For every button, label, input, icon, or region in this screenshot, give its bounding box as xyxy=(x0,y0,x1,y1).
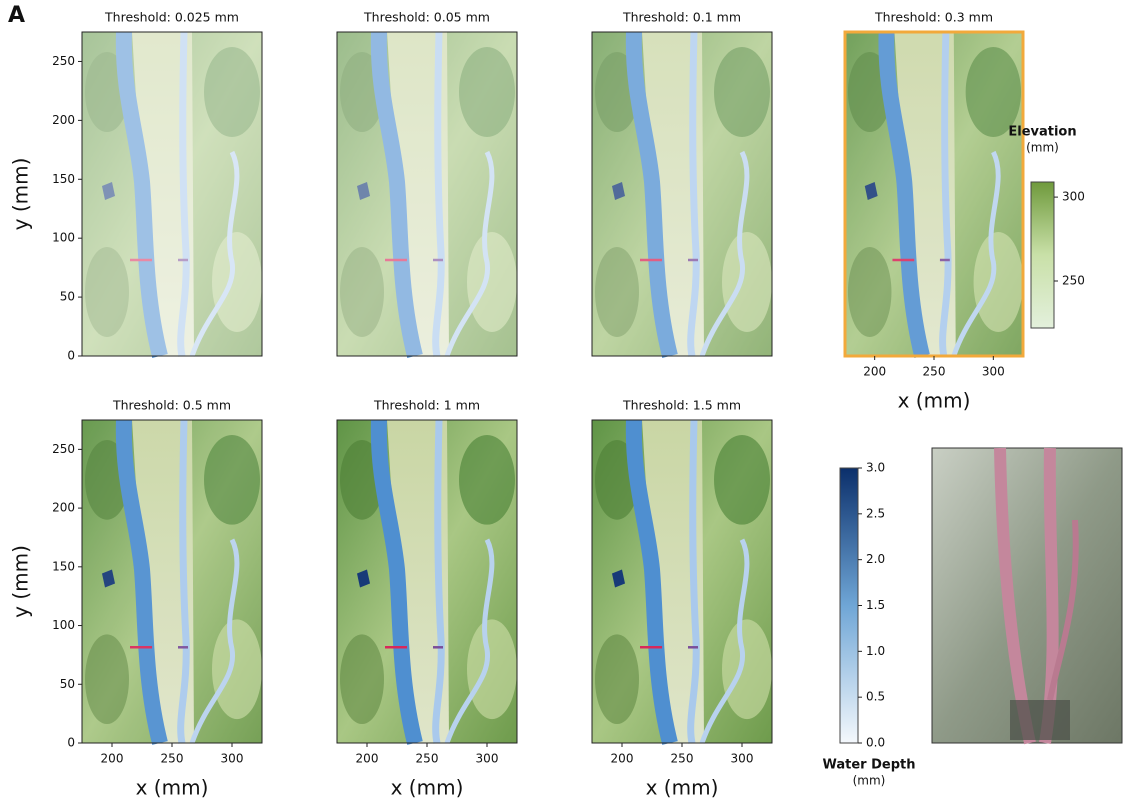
x-tick-label: 250 xyxy=(923,365,946,379)
colorbar-tick-label: 2.5 xyxy=(866,506,885,520)
colorbar-title: Elevation xyxy=(1008,125,1076,140)
y-tick-label: 200 xyxy=(52,501,75,515)
sparse-wash xyxy=(845,32,1023,356)
y-tick-label: 0 xyxy=(67,349,75,363)
panel-title: Threshold: 0.05 mm xyxy=(363,10,490,25)
y-tick-label: 0 xyxy=(67,736,75,750)
terrain-image xyxy=(337,420,517,743)
x-axis-label: x (mm) xyxy=(646,776,719,800)
x-tick-label: 200 xyxy=(101,752,124,766)
y-tick-label: 150 xyxy=(52,559,75,573)
x-tick-label: 300 xyxy=(731,752,754,766)
sparse-wash xyxy=(82,32,262,356)
x-axis-label: x (mm) xyxy=(898,389,971,413)
panel-label: A xyxy=(8,3,25,28)
colorbar-tick-label: 3.0 xyxy=(866,461,885,475)
panel-title: Threshold: 1 mm xyxy=(373,398,480,413)
x-axis-label: x (mm) xyxy=(136,776,209,800)
panel-title: Threshold: 0.025 mm xyxy=(104,10,239,25)
sparse-wash xyxy=(337,32,517,356)
panel-title: Threshold: 0.3 mm xyxy=(874,10,993,25)
x-tick-label: 300 xyxy=(476,752,499,766)
y-axis-label: y (mm) xyxy=(9,158,33,231)
y-tick-label: 200 xyxy=(52,113,75,127)
y-axis-label: y (mm) xyxy=(9,545,33,618)
sparse-wash xyxy=(592,32,772,356)
x-tick-label: 200 xyxy=(863,365,886,379)
colorbar-tick-label: 1.5 xyxy=(866,598,885,612)
x-tick-label: 300 xyxy=(982,365,1005,379)
x-tick-label: 250 xyxy=(161,752,184,766)
y-tick-label: 250 xyxy=(52,442,75,456)
terrain-image xyxy=(592,420,772,743)
y-tick-label: 50 xyxy=(60,290,75,304)
panel-title: Threshold: 0.1 mm xyxy=(622,10,741,25)
colorbar xyxy=(840,468,858,743)
x-tick-label: 200 xyxy=(356,752,379,766)
y-tick-label: 100 xyxy=(52,231,75,245)
colorbar-tick-label: 0.0 xyxy=(866,736,885,750)
y-tick-label: 250 xyxy=(52,54,75,68)
x-tick-label: 200 xyxy=(611,752,634,766)
x-tick-label: 300 xyxy=(221,752,244,766)
colorbar-tick-label: 2.0 xyxy=(866,552,885,566)
colorbar-title: Water Depth xyxy=(823,758,916,773)
x-axis-label: x (mm) xyxy=(391,776,464,800)
colorbar xyxy=(1031,182,1054,328)
y-tick-label: 100 xyxy=(52,618,75,632)
y-tick-label: 50 xyxy=(60,677,75,691)
colorbar-tick-label: 250 xyxy=(1062,274,1085,288)
figure: A Threshold: 0.025 mm 0 50 100 150 200 250 y (m… xyxy=(0,0,1128,812)
sparse-wash xyxy=(82,420,262,743)
panel-title: Threshold: 0.5 mm xyxy=(112,398,231,413)
y-tick-label: 150 xyxy=(52,172,75,186)
colorbar-tick-label: 300 xyxy=(1062,190,1085,204)
x-tick-label: 250 xyxy=(671,752,694,766)
colorbar-unit: (mm) xyxy=(853,774,886,788)
panel-title: Threshold: 1.5 mm xyxy=(622,398,741,413)
x-tick-label: 250 xyxy=(416,752,439,766)
colorbar-tick-label: 0.5 xyxy=(866,690,885,704)
colorbar-tick-label: 1.0 xyxy=(866,644,885,658)
colorbar-unit: (mm) xyxy=(1026,141,1059,155)
photo xyxy=(932,448,1122,743)
